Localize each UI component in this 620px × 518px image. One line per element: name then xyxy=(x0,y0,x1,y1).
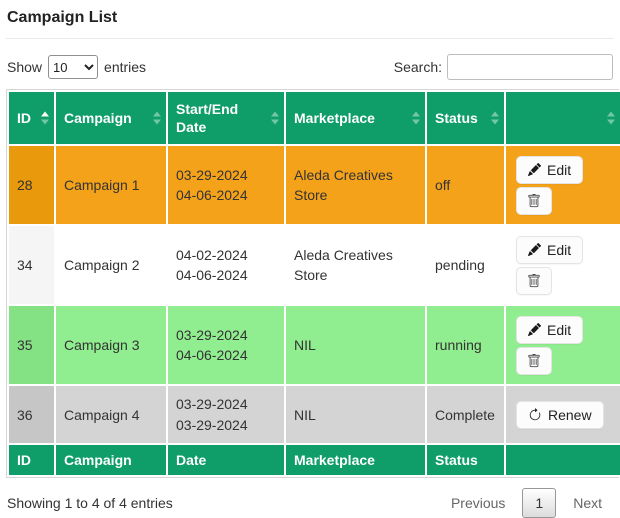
renew-button[interactable]: Renew xyxy=(516,400,604,429)
header-id[interactable]: ID xyxy=(9,92,54,145)
campaign-table: ID Campaign Start/End Date Marketplace S… xyxy=(6,89,620,478)
cell-status: pending xyxy=(427,226,504,305)
current-page-button[interactable]: 1 xyxy=(522,487,557,518)
cell-date: 04-02-2024 04-06-2024 xyxy=(168,226,284,305)
delete-button[interactable] xyxy=(516,186,552,215)
header-id-label: ID xyxy=(17,110,31,127)
entries-select[interactable]: 10 xyxy=(48,55,99,79)
header-status[interactable]: Status xyxy=(427,92,504,145)
footer-actions xyxy=(506,444,620,475)
cell-status: Complete xyxy=(427,386,504,443)
cell-campaign: Campaign 2 xyxy=(56,226,166,305)
date-start: 04-02-2024 xyxy=(176,247,248,264)
table-row: 35 Campaign 3 03-29-2024 04-06-2024 NIL … xyxy=(9,306,620,385)
date-end: 03-29-2024 xyxy=(176,416,248,433)
footer-status: Status xyxy=(427,444,504,475)
renew-button-label: Renew xyxy=(548,406,592,423)
trash-icon xyxy=(528,353,540,367)
previous-page-button[interactable]: Previous xyxy=(450,494,506,511)
table-footer-bar: Showing 1 to 4 of 4 entries Previous 1 N… xyxy=(7,487,613,518)
date-end: 04-06-2024 xyxy=(176,187,248,204)
edit-button[interactable]: Edit xyxy=(516,235,584,264)
cell-actions: Edit xyxy=(506,146,620,225)
edit-button-label: Edit xyxy=(547,241,572,258)
header-row: ID Campaign Start/End Date Marketplace S… xyxy=(9,92,620,145)
header-date-label: Start/End Date xyxy=(176,101,239,136)
header-status-label: Status xyxy=(435,110,478,127)
date-start: 03-29-2024 xyxy=(176,396,248,413)
footer-row: ID Campaign Date Marketplace Status xyxy=(9,444,620,475)
show-label: Show xyxy=(7,59,43,75)
cell-actions: Renew xyxy=(506,386,620,443)
cell-id: 34 xyxy=(9,226,54,305)
edit-button-label: Edit xyxy=(547,321,572,338)
cell-date: 03-29-2024 03-29-2024 xyxy=(168,386,284,443)
date-end: 04-06-2024 xyxy=(176,267,248,284)
cell-id: 36 xyxy=(9,386,54,443)
table-row: 34 Campaign 2 04-02-2024 04-06-2024 Aled… xyxy=(9,226,620,305)
footer-marketplace: Marketplace xyxy=(286,444,425,475)
title-divider xyxy=(6,38,614,39)
table-controls: Show 10 entries Search: xyxy=(7,54,613,80)
cell-actions: Edit xyxy=(506,306,620,385)
search-label: Search: xyxy=(393,59,442,75)
delete-button[interactable] xyxy=(516,346,552,375)
sort-arrows-icon xyxy=(412,111,420,125)
pagination: Previous 1 Next xyxy=(440,487,613,518)
delete-button[interactable] xyxy=(516,266,552,295)
cell-marketplace: Aleda Creatives Store xyxy=(286,146,425,225)
cell-campaign: Campaign 1 xyxy=(56,146,166,225)
edit-button[interactable]: Edit xyxy=(516,155,584,184)
footer-id: ID xyxy=(9,444,54,475)
cell-date: 03-29-2024 04-06-2024 xyxy=(168,146,284,225)
cell-status: off xyxy=(427,146,504,225)
date-start: 03-29-2024 xyxy=(176,167,248,184)
cell-status: running xyxy=(427,306,504,385)
cell-id: 28 xyxy=(9,146,54,225)
pencil-icon xyxy=(528,163,541,177)
header-campaign[interactable]: Campaign xyxy=(56,92,166,145)
pencil-icon xyxy=(528,323,541,337)
edit-button[interactable]: Edit xyxy=(516,315,584,344)
entries-label: entries xyxy=(104,59,147,75)
sort-arrows-icon xyxy=(491,111,499,125)
cell-date: 03-29-2024 04-06-2024 xyxy=(168,306,284,385)
cell-marketplace: NIL xyxy=(286,306,425,385)
cell-actions: Edit xyxy=(506,226,620,305)
cell-id: 35 xyxy=(9,306,54,385)
sort-arrows-icon xyxy=(271,111,279,125)
sort-arrows-icon xyxy=(607,111,615,125)
cell-campaign: Campaign 3 xyxy=(56,306,166,385)
search-input[interactable] xyxy=(447,54,613,80)
date-start: 03-29-2024 xyxy=(176,327,248,344)
sort-arrows-icon xyxy=(41,111,49,125)
trash-icon xyxy=(528,193,540,207)
cell-marketplace: Aleda Creatives Store xyxy=(286,226,425,305)
header-campaign-label: Campaign xyxy=(64,110,132,127)
cell-campaign: Campaign 4 xyxy=(56,386,166,443)
trash-icon xyxy=(528,273,540,287)
table-row: 36 Campaign 4 03-29-2024 03-29-2024 NIL … xyxy=(9,386,620,443)
footer-date: Date xyxy=(168,444,284,475)
next-page-button[interactable]: Next xyxy=(573,494,602,511)
date-end: 04-06-2024 xyxy=(176,347,248,364)
page-title: Campaign List xyxy=(7,9,118,26)
table-info: Showing 1 to 4 of 4 entries xyxy=(7,494,173,511)
header-actions[interactable] xyxy=(506,92,620,145)
header-marketplace[interactable]: Marketplace xyxy=(286,92,425,145)
sort-arrows-icon xyxy=(153,111,161,125)
footer-campaign: Campaign xyxy=(56,444,166,475)
header-marketplace-label: Marketplace xyxy=(294,110,375,127)
show-entries-control: Show 10 entries xyxy=(7,55,146,79)
table-row: 28 Campaign 1 03-29-2024 04-06-2024 Aled… xyxy=(9,146,620,225)
header-date[interactable]: Start/End Date xyxy=(168,92,284,145)
search-control: Search: xyxy=(394,54,613,80)
pencil-icon xyxy=(528,243,541,257)
cell-marketplace: NIL xyxy=(286,386,425,443)
edit-button-label: Edit xyxy=(547,161,572,178)
refresh-icon xyxy=(529,407,541,420)
